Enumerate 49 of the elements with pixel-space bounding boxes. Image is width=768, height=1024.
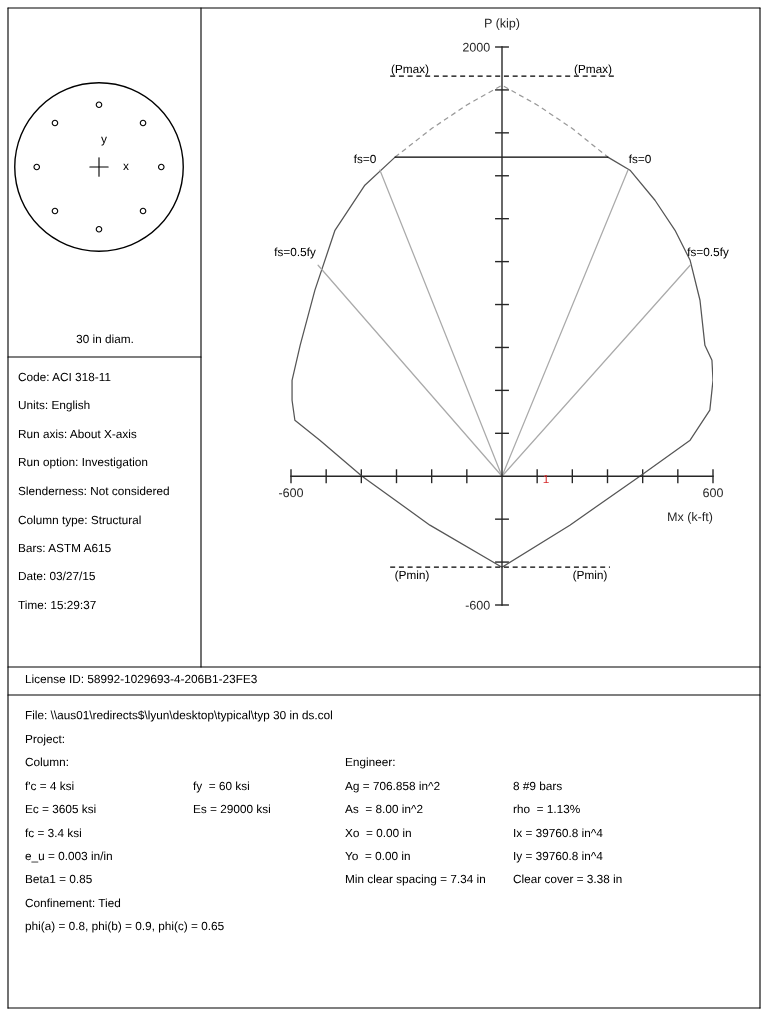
text: Ix = 39760.8 in^4: [514, 828, 603, 838]
y-tick-label: 2000: [463, 42, 490, 52]
text: 30 in diam.: [76, 334, 133, 344]
text: e_u = 0.003 in/in: [25, 851, 112, 863]
text: License ID: 58992-1029693-4-206B1-23FE3: [25, 674, 257, 684]
annotation: (Pmax): [574, 64, 612, 76]
text: Ag = 706.858 in^2: [345, 781, 440, 793]
text: Run axis: About X-axis: [18, 429, 137, 439]
y-axis-title: P (kip): [485, 18, 520, 30]
text: As = 8.00 in^2: [345, 804, 423, 814]
text: File: \\aus01\redirects$\lyun\desktop\typical\typ 30 in ds.col: [25, 710, 332, 722]
text: Time: 15:29:37: [18, 600, 96, 610]
x-axis-title: Mx (k-ft): [668, 512, 713, 524]
text: Run option: Investigation: [18, 457, 148, 469]
text: Bars: ASTM A615: [18, 543, 111, 553]
annotation: (Pmin): [573, 570, 607, 582]
text: Yo = 0.00 in: [345, 851, 410, 861]
text: y: [101, 136, 107, 146]
text: Clear cover = 3.38 in: [513, 874, 622, 884]
text: Iy = 39760.8 in^4: [514, 851, 603, 863]
text: rho = 1.13%: [513, 804, 580, 814]
text: Beta1 = 0.85: [25, 874, 92, 884]
annotation: fs=0.5fy: [687, 247, 729, 259]
text: Es = 29000 ksi: [193, 804, 270, 814]
text: Xo = 0.00 in: [345, 828, 411, 838]
text: Project:: [25, 734, 64, 746]
annotation: (Pmax): [391, 64, 429, 76]
text: Date: 03/27/15: [18, 571, 95, 581]
text: fy = 60 ksi: [193, 781, 249, 793]
text: Ec = 3605 ksi: [25, 804, 96, 814]
text: Confinement: Tied: [25, 898, 121, 908]
annotation: (Pmin): [395, 570, 429, 582]
text: Units: English: [18, 400, 90, 412]
text: phi(a) = 0.8, phi(b) = 0.9, phi(c) = 0.65: [25, 921, 224, 933]
annotation: 1: [543, 474, 549, 484]
text: x: [123, 163, 129, 171]
annotation: fs=0.5fy: [274, 247, 316, 259]
text: Slenderness: Not considered: [18, 486, 169, 496]
text: Code: ACI 318-11: [18, 372, 111, 382]
text: 8 #9 bars: [513, 781, 562, 791]
text: Engineer:: [345, 757, 395, 769]
text: fc = 3.4 ksi: [25, 828, 81, 838]
x-tick-label: 600: [703, 488, 723, 498]
text: Column:: [25, 757, 68, 767]
text: Column type: Structural: [18, 515, 141, 527]
text: Min clear spacing = 7.34 in: [345, 874, 485, 886]
annotation: fs=0: [628, 154, 651, 164]
text: f'c = 4 ksi: [25, 781, 74, 791]
annotation: fs=0: [353, 154, 376, 164]
